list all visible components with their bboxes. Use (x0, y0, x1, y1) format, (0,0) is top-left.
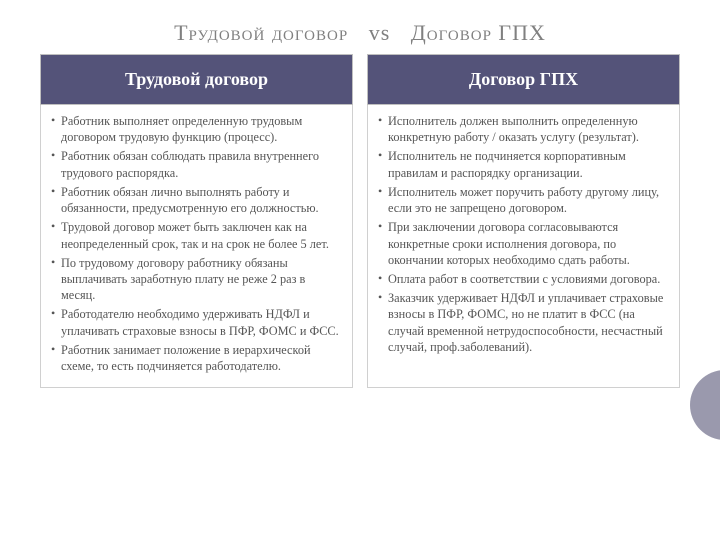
list-item: Работодателю необходимо удерживать НДФЛ … (51, 306, 342, 338)
column-left-header: Трудовой договор (40, 54, 353, 105)
list-item: Работник занимает положение в иерархичес… (51, 342, 342, 374)
column-right-list: Исполнитель должен выполнить определенну… (378, 113, 669, 355)
page-title: Трудовой договор vs Договор ГПХ (40, 20, 680, 46)
list-item: Исполнитель должен выполнить определенну… (378, 113, 669, 145)
title-vs: vs (369, 20, 391, 45)
title-right: Договор ГПХ (411, 20, 546, 45)
list-item: Трудовой договор может быть заключен как… (51, 219, 342, 251)
list-item: Заказчик удерживает НДФЛ и уплачивает ст… (378, 290, 669, 355)
column-left: Трудовой договор Работник выполняет опре… (40, 54, 353, 388)
list-item: Оплата работ в соответствии с условиями … (378, 271, 669, 287)
list-item: Работник обязан лично выполнять работу и… (51, 184, 342, 216)
slide-page: Трудовой договор vs Договор ГПХ Трудовой… (0, 0, 720, 540)
list-item: По трудовому договору работнику обязаны … (51, 255, 342, 304)
column-right: Договор ГПХ Исполнитель должен выполнить… (367, 54, 680, 388)
list-item: Работник выполняет определенную трудовым… (51, 113, 342, 145)
list-item: Исполнитель не подчиняется корпоративным… (378, 148, 669, 180)
list-item: Работник обязан соблюдать правила внутре… (51, 148, 342, 180)
column-left-list: Работник выполняет определенную трудовым… (51, 113, 342, 374)
title-left: Трудовой договор (174, 20, 348, 45)
columns-container: Трудовой договор Работник выполняет опре… (40, 54, 680, 388)
column-left-body: Работник выполняет определенную трудовым… (40, 105, 353, 388)
list-item: Исполнитель может поручить работу другом… (378, 184, 669, 216)
decorative-circle-icon (690, 370, 720, 440)
column-right-body: Исполнитель должен выполнить определенну… (367, 105, 680, 388)
column-right-header: Договор ГПХ (367, 54, 680, 105)
list-item: При заключении договора согласовываются … (378, 219, 669, 268)
